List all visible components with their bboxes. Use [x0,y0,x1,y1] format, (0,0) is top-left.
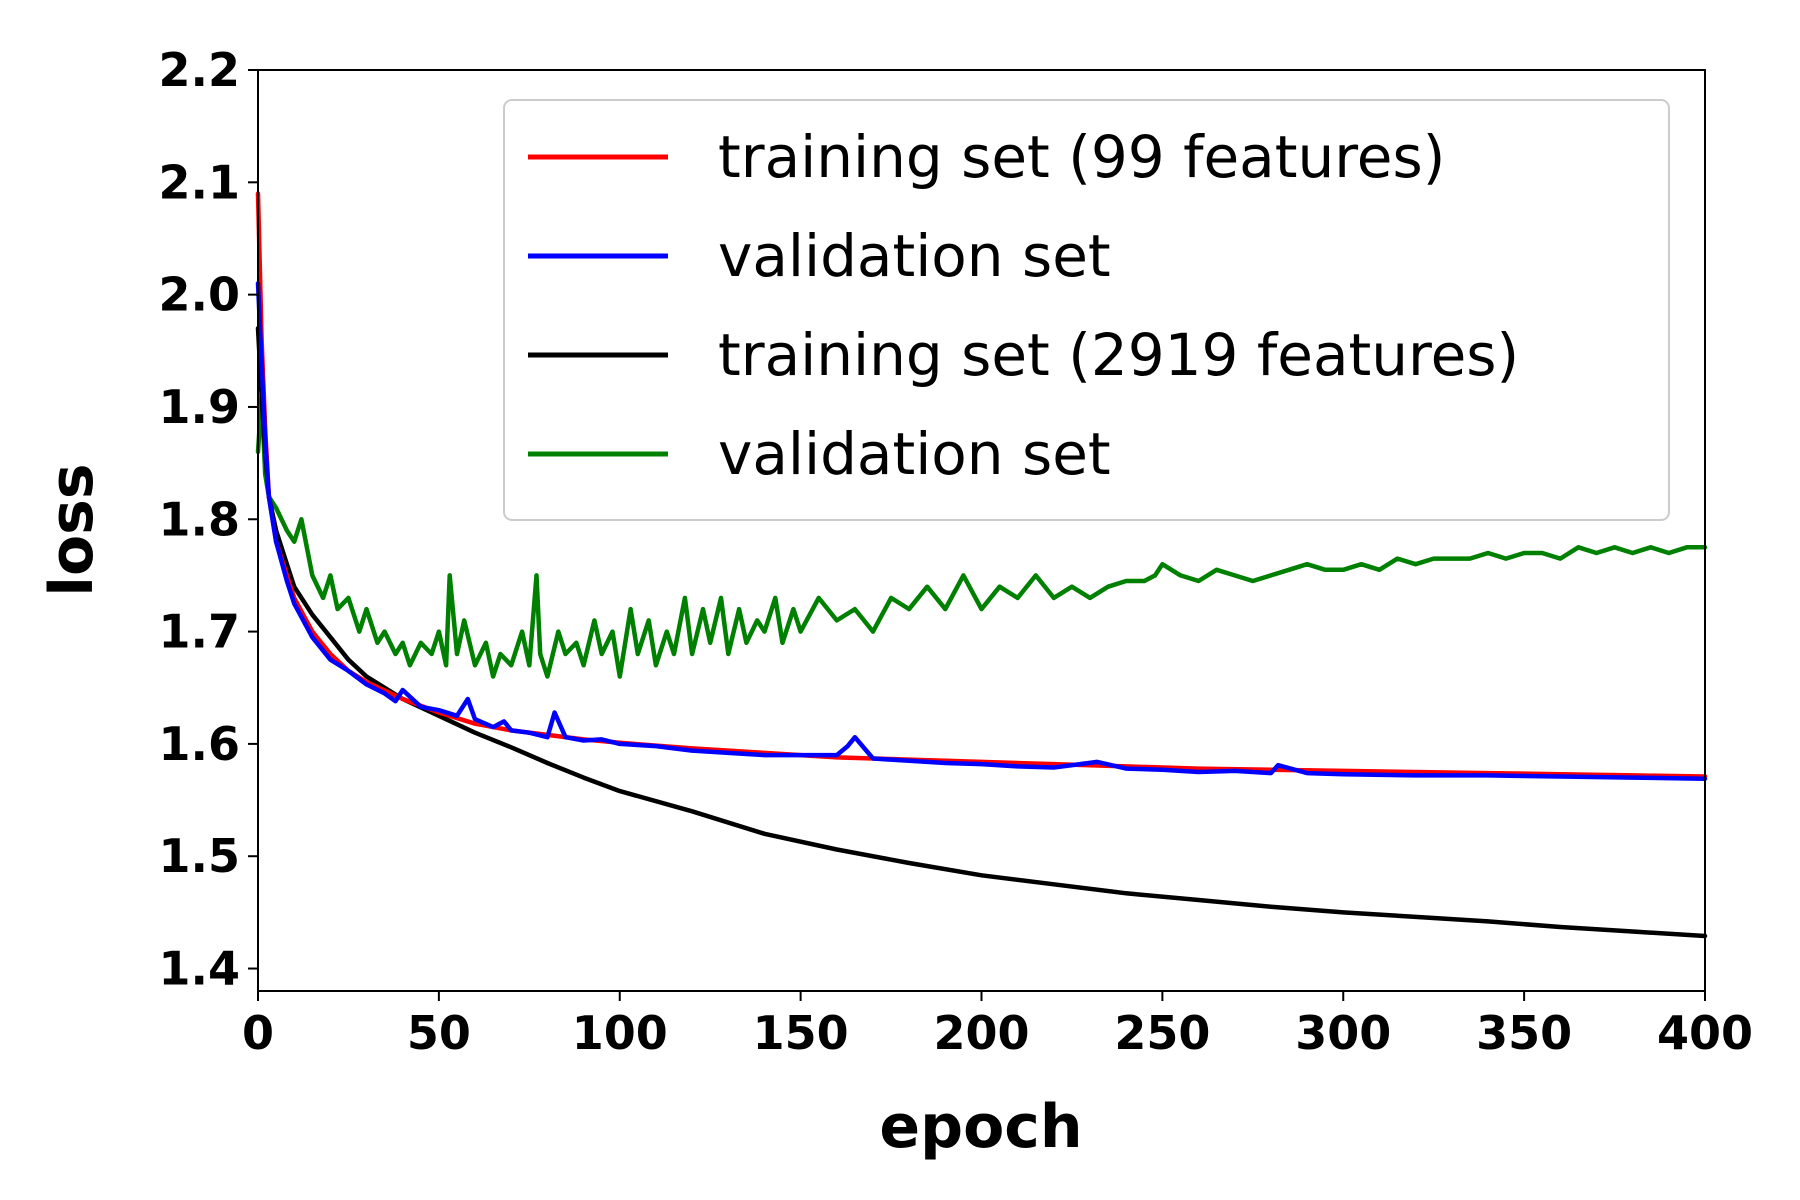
legend-label-training-99-features: training set (99 features) [718,123,1445,191]
x-tick-label: 50 [407,1006,471,1060]
series-line-validation-99-features [255,281,1708,781]
x-tick-label: 0 [242,1006,274,1060]
legend-label-validation-2919-features: validation set [718,420,1111,488]
x-tick-label: 400 [1657,1006,1753,1060]
series-line-validation-2919-features [255,393,1708,679]
x-tick-label: 150 [753,1006,849,1060]
x-axis: 0 50 100 150 200 250 300 350 400 [242,991,1753,1060]
series-line-training-2919-features [255,326,1708,939]
legend-label-training-2919-features: training set (2919 features) [718,321,1519,389]
x-axis-label: epoch [879,1092,1082,1162]
x-tick-label: 200 [933,1006,1029,1060]
y-axis-label: loss [37,463,107,596]
x-tick-label: 300 [1295,1006,1391,1060]
legend-entries: training set (99 features) validation set… [528,123,1519,488]
series-layer [255,191,1708,939]
y-tick-label: 2.1 [159,155,241,209]
x-tick-label: 350 [1476,1006,1572,1060]
y-tick-label: 1.5 [159,829,241,883]
x-tick-label: 250 [1114,1006,1210,1060]
y-axis: 1.4 1.5 1.6 1.7 1.8 1.9 2.0 2.1 2.2 [159,43,258,996]
y-tick-label: 1.6 [159,717,241,771]
y-tick-label: 1.4 [159,942,241,996]
y-tick-label: 1.9 [159,380,241,434]
y-tick-label: 2.2 [159,43,241,97]
y-tick-label: 1.8 [159,492,241,546]
y-tick-label: 2.0 [159,268,241,322]
y-tick-label: 1.7 [159,605,241,659]
legend: training set (99 features) validation set… [503,99,1670,521]
x-tick-label: 100 [572,1006,668,1060]
legend-label-validation-99-features: validation set [718,222,1111,290]
legend-box [503,99,1670,521]
